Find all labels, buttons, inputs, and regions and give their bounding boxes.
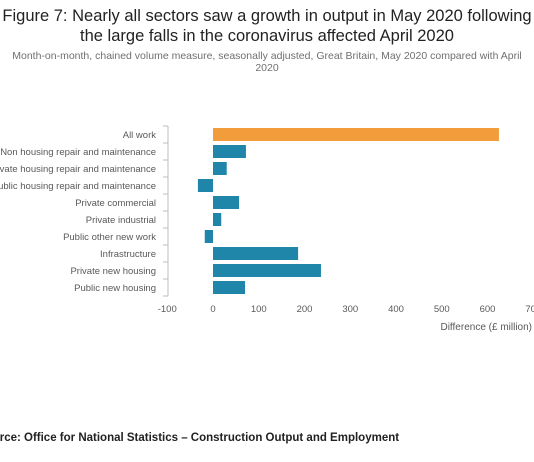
category-label: Private industrial [86,215,156,226]
category-label: Public housing repair and maintenance [0,181,156,192]
bar [197,179,213,192]
bar [213,247,299,260]
bar [213,281,246,294]
x-tick-label: 100 [251,304,267,315]
category-label: Non housing repair and maintenance [0,147,156,158]
bar [213,196,240,209]
category-label: Private new housing [70,266,156,277]
x-tick-label: 300 [342,304,358,315]
x-tick-label: 700 [525,304,534,315]
chart-subtitle: Month-on-month, chained volume measure, … [12,50,522,74]
category-label: Infrastructure [100,249,156,260]
x-tick-label: 600 [480,304,496,315]
bar [204,230,213,243]
x-tick-label: 200 [297,304,313,315]
x-tick-label: -100 [158,304,177,315]
x-tick-label: 0 [210,304,215,315]
bar [213,264,321,277]
category-label: All work [123,130,157,141]
chart-title: Figure 7: Nearly all sectors saw a growt… [2,7,532,45]
x-tick-label: 500 [434,304,450,315]
x-tick-label: 400 [388,304,404,315]
category-label: Public new housing [74,283,156,294]
x-axis-label: Difference (£ million) [440,322,532,333]
bar [213,145,246,158]
bar [213,213,222,226]
category-label: Private housing repair and maintenance [0,164,156,175]
bar [213,162,227,175]
category-label: Public other new work [63,232,156,243]
bar [213,128,499,141]
category-label: Private commercial [75,198,156,209]
source-note: Source: Office for National Statistics –… [0,432,400,444]
